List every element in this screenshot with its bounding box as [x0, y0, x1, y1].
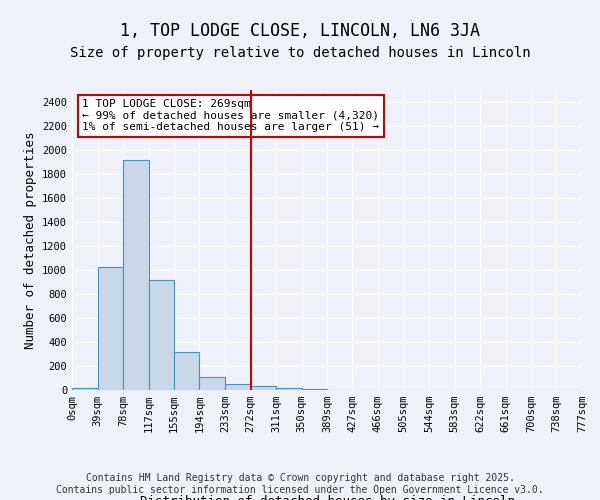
Text: 1, TOP LODGE CLOSE, LINCOLN, LN6 3JA: 1, TOP LODGE CLOSE, LINCOLN, LN6 3JA [120, 22, 480, 40]
Bar [72, 388, 98, 390]
Bar [251, 386, 276, 390]
X-axis label: Distribution of detached houses by size in Lincoln: Distribution of detached houses by size … [139, 495, 515, 500]
Bar [174, 352, 199, 390]
Y-axis label: Number of detached properties: Number of detached properties [23, 131, 37, 349]
Bar [276, 388, 302, 390]
Bar [149, 280, 174, 390]
Bar [98, 267, 123, 390]
Bar [225, 384, 251, 390]
Bar [199, 377, 225, 390]
Bar [123, 160, 149, 390]
Text: Contains HM Land Registry data © Crown copyright and database right 2025.
Contai: Contains HM Land Registry data © Crown c… [56, 474, 544, 495]
Text: 1 TOP LODGE CLOSE: 269sqm
← 99% of detached houses are smaller (4,320)
1% of sem: 1 TOP LODGE CLOSE: 269sqm ← 99% of detac… [82, 99, 379, 132]
Text: Size of property relative to detached houses in Lincoln: Size of property relative to detached ho… [70, 46, 530, 60]
